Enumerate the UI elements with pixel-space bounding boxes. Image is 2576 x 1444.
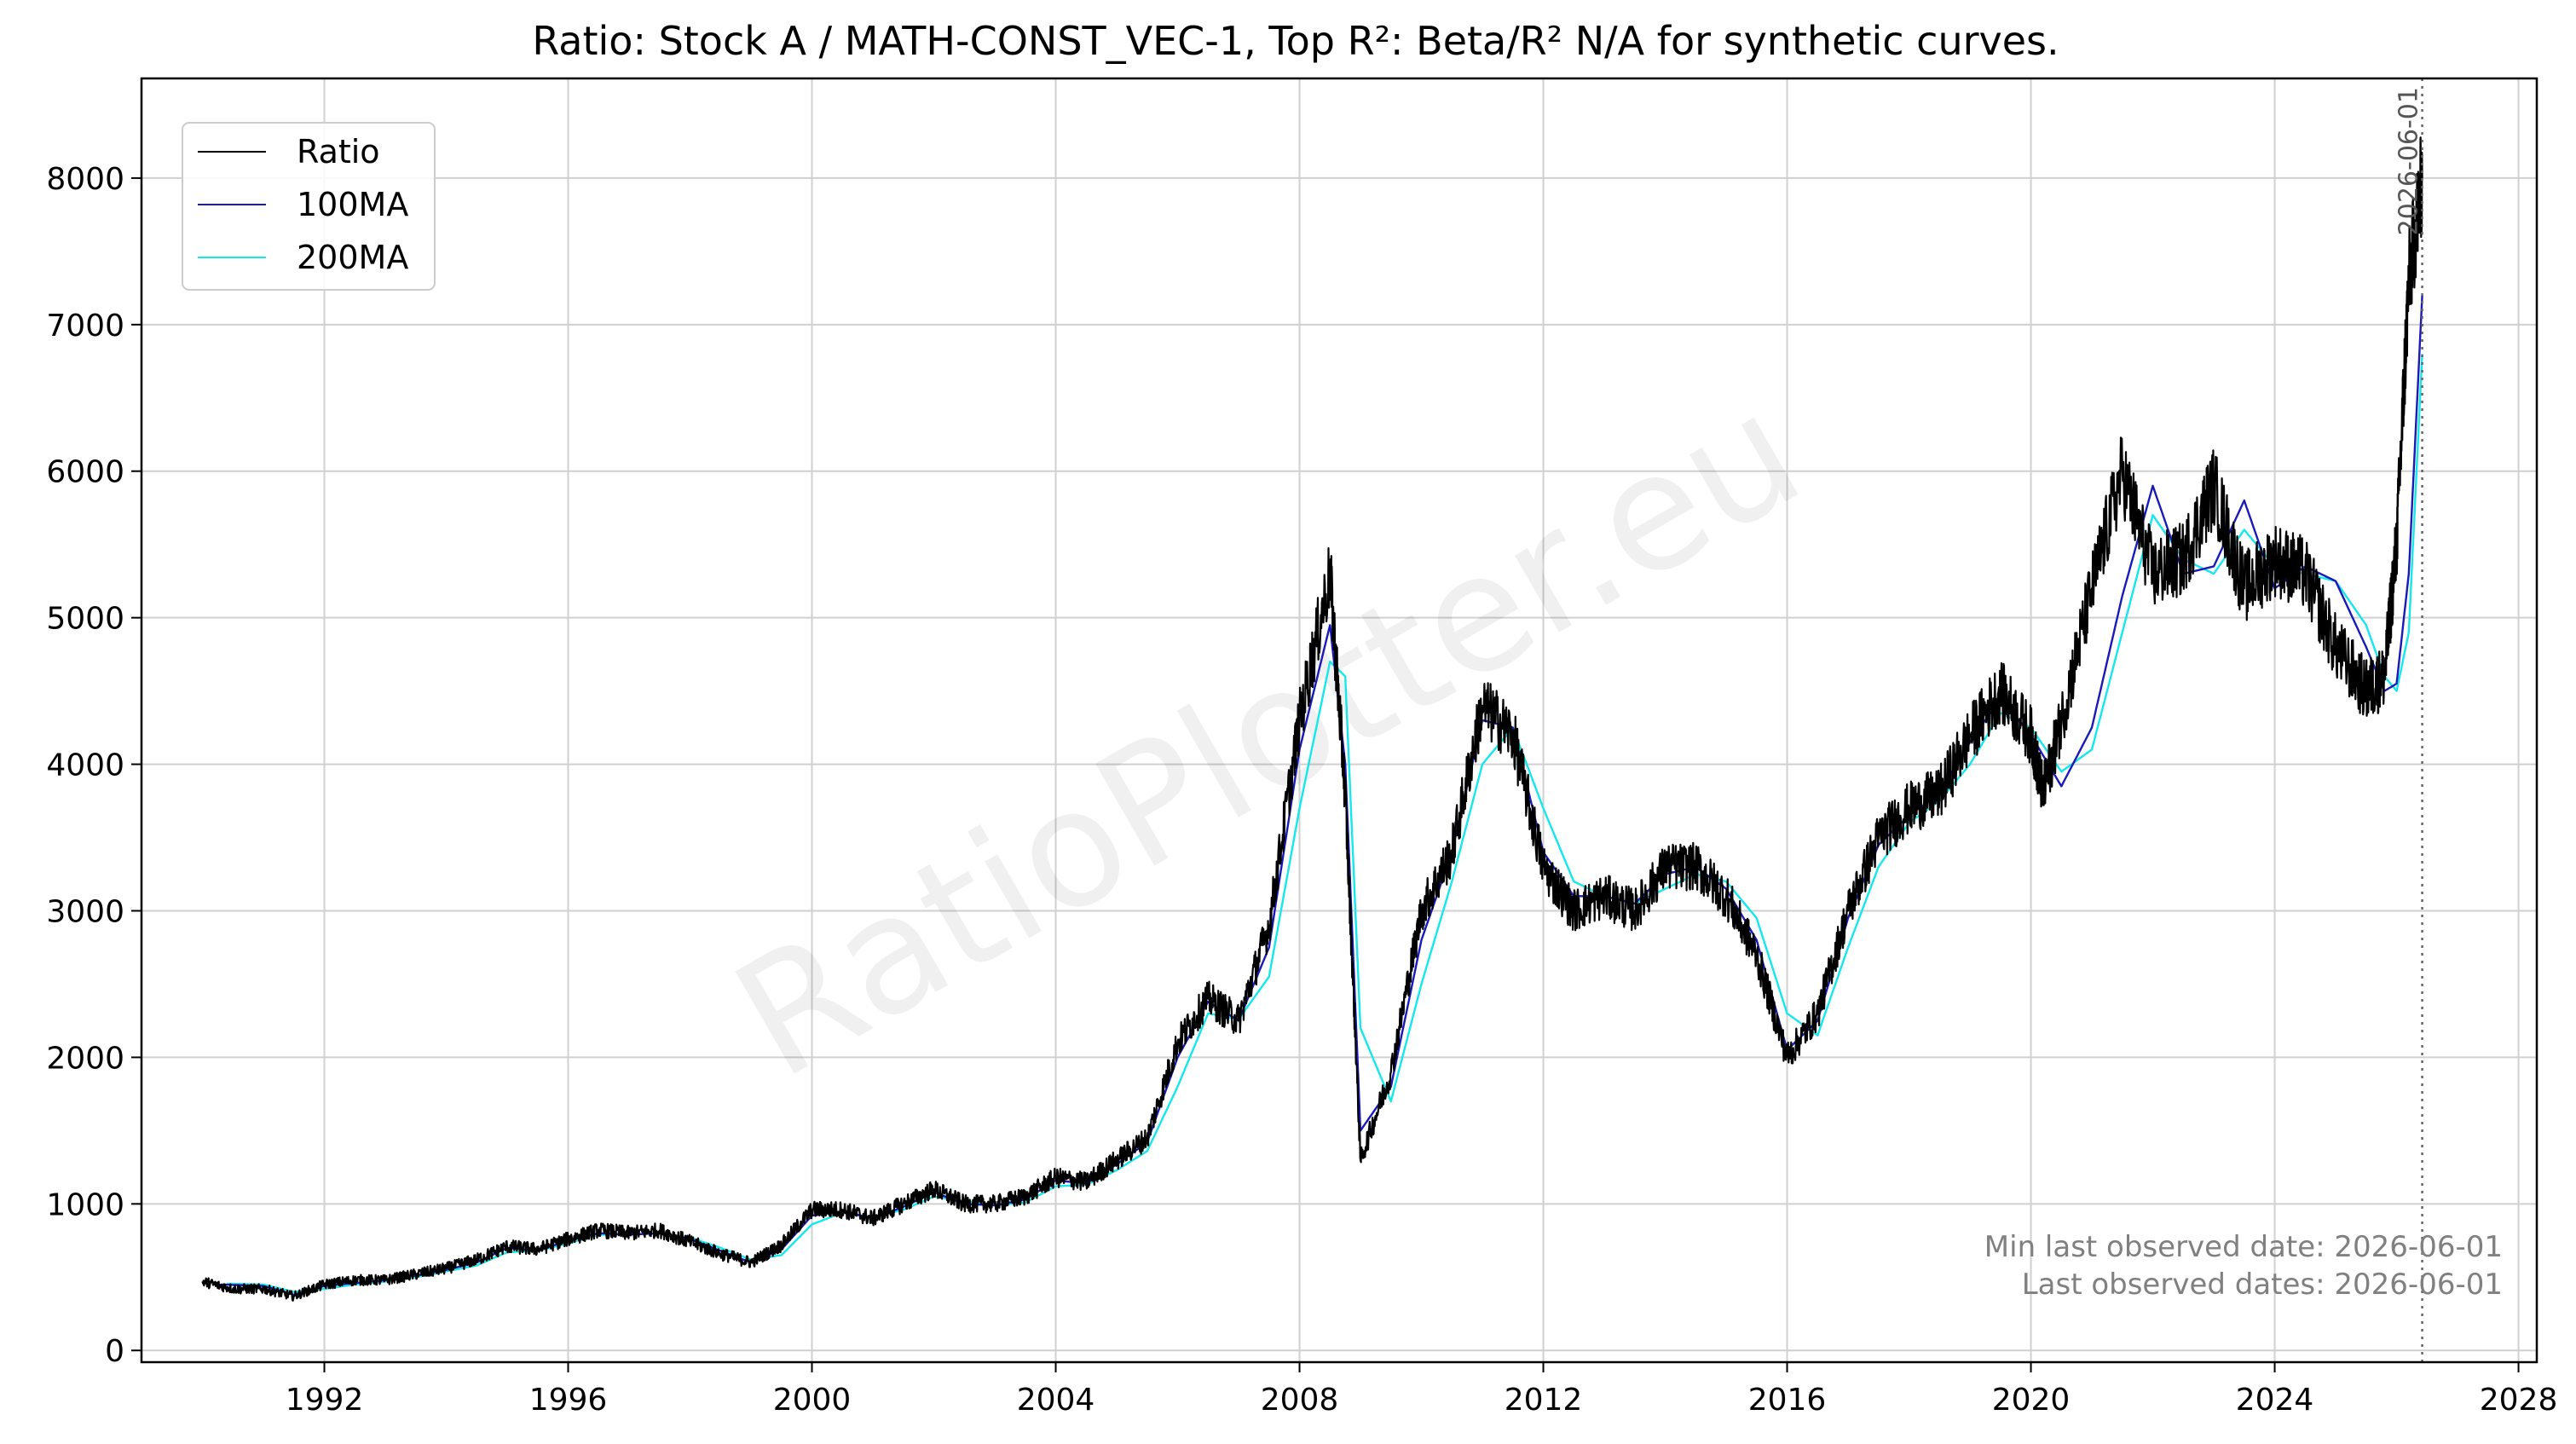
x-tick-label-2004: 2004 xyxy=(1017,1383,1095,1418)
legend-label-200ma: 200MA xyxy=(297,239,408,276)
y-tick-label-1000: 1000 xyxy=(46,1187,124,1222)
legend-label-ratio: Ratio xyxy=(297,133,380,170)
annotation-min-last-date: Min last observed date: 2026-06-01 xyxy=(1984,1230,2503,1264)
plot-frame xyxy=(140,77,2538,1364)
grid xyxy=(142,78,2537,1362)
x-tick-label-2012: 2012 xyxy=(1505,1383,1583,1418)
series-group xyxy=(201,136,2423,1302)
x-tick-label-2000: 2000 xyxy=(773,1383,852,1418)
x-tick-label-2020: 2020 xyxy=(1992,1383,2071,1418)
y-tick-label-4000: 4000 xyxy=(46,748,124,783)
y-axis: 0 1000 2000 3000 4000 5000 6000 7000 8000 xyxy=(46,162,142,1369)
y-tick-label-8000: 8000 xyxy=(46,162,124,197)
y-tick-label-5000: 5000 xyxy=(46,602,124,637)
x-tick-label-2028: 2028 xyxy=(2480,1383,2558,1418)
y-tick-label-3000: 3000 xyxy=(46,894,124,929)
chart-title: Ratio: Stock A / MATH-CONST_VEC-1, Top R… xyxy=(532,18,2059,64)
series-line-ratio xyxy=(201,136,2423,1302)
vertical-marker-label: 2026-06-01 xyxy=(2394,87,2424,235)
y-tick-label-7000: 7000 xyxy=(46,309,124,344)
legend-label-100ma: 100MA xyxy=(297,186,408,223)
x-tick-label-2024: 2024 xyxy=(2236,1383,2314,1418)
x-axis: 1992 1996 2000 2004 2008 2012 2016 2020 2024 2028 xyxy=(286,1362,2558,1418)
x-tick-label-2008: 2008 xyxy=(1261,1383,1339,1418)
annotation-last-dates: Last observed dates: 2026-06-01 xyxy=(2022,1268,2503,1302)
x-tick-label-1996: 1996 xyxy=(529,1383,608,1418)
y-tick-label-0: 0 xyxy=(105,1334,124,1369)
legend: Ratio 100MA 200MA xyxy=(182,122,436,291)
x-tick-label-1992: 1992 xyxy=(286,1383,364,1418)
legend-box xyxy=(182,122,436,291)
vertical-marker-group: 2026-06-01 xyxy=(2394,78,2424,1362)
x-tick-label-2016: 2016 xyxy=(1748,1383,1827,1418)
y-tick-label-6000: 6000 xyxy=(46,455,124,490)
y-tick-label-2000: 2000 xyxy=(46,1041,124,1076)
